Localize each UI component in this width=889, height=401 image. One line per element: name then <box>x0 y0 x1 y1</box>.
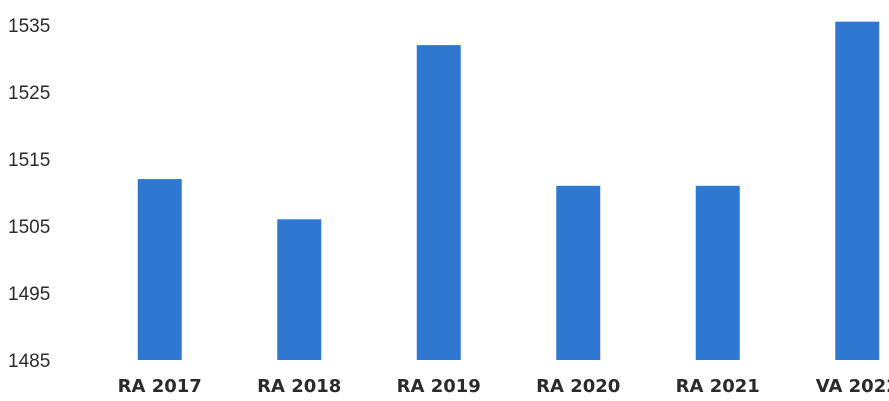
x-tick-label: RA 2020 <box>536 376 620 397</box>
bar <box>137 179 182 360</box>
y-tick-label: 1525 <box>8 83 50 104</box>
y-tick-label: 1515 <box>8 150 50 171</box>
y-tick-label: 1485 <box>8 351 50 372</box>
y-axis-ticks: 1485 1495 1505 1515 1525 1535 <box>8 16 50 372</box>
y-tick-label: 1535 <box>8 16 50 37</box>
x-tick-label: RA 2021 <box>676 376 760 397</box>
bar <box>556 185 601 360</box>
bar <box>416 45 461 360</box>
y-tick-label: 1505 <box>8 217 50 238</box>
y-tick-label: 1495 <box>8 284 50 305</box>
x-tick-label: VA 2022 <box>816 376 889 397</box>
x-tick-label: RA 2018 <box>257 376 341 397</box>
bar <box>695 185 740 360</box>
x-axis-ticks: RA 2017 RA 2018 RA 2019 RA 2020 RA 2021 VA 20… <box>118 376 889 397</box>
x-tick-label: RA 2017 <box>118 376 202 397</box>
bars-group <box>137 21 880 361</box>
x-tick-label: RA 2019 <box>397 376 481 397</box>
bar <box>835 21 880 361</box>
bar <box>277 219 322 360</box>
